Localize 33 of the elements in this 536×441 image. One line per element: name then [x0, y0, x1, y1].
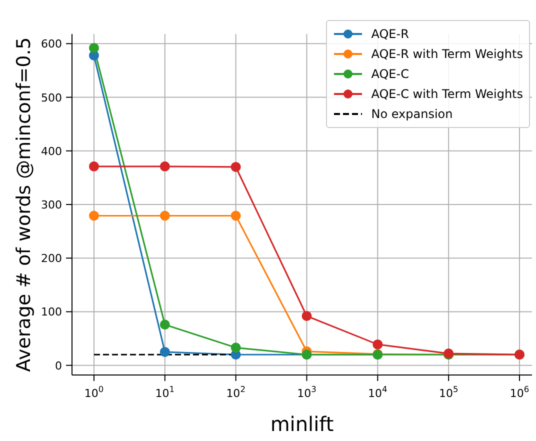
y-tick-label: 200	[41, 252, 62, 266]
point	[230, 210, 241, 221]
point	[160, 346, 170, 357]
legend-label: No expansion	[371, 107, 453, 121]
y-tick-label: 0	[55, 359, 62, 372]
y-tick-label: 300	[41, 198, 62, 212]
x-tick-label: 10$^{2}$	[226, 384, 246, 400]
y-tick-label: 100	[41, 306, 62, 319]
x-tick-label: 10$^{4}$	[368, 384, 388, 400]
y-tick-label: 500	[41, 91, 62, 104]
point	[160, 320, 170, 330]
point	[302, 311, 312, 322]
point	[372, 339, 383, 350]
point	[160, 210, 170, 221]
x-tick-label: 10$^{6}$	[510, 384, 530, 400]
x-tick-label: 10$^{3}$	[297, 384, 316, 400]
x-tick-label: 10$^{1}$	[155, 384, 175, 400]
y-tick-label: 600	[41, 38, 62, 51]
y-axis-title: Average # of words @minconf=0.5	[13, 37, 35, 372]
legend-label: AQE-C	[371, 67, 409, 81]
x-axis-title: minlift	[270, 412, 334, 436]
legend-label: AQE-R with Term Weights	[371, 47, 523, 61]
point	[88, 210, 99, 221]
point	[230, 162, 241, 172]
y-tick-label: 400	[41, 144, 62, 158]
point	[88, 161, 99, 172]
point	[160, 161, 170, 172]
point	[88, 42, 99, 53]
legend-label: AQE-C with Term Weights	[371, 87, 523, 101]
x-tick-label: 10$^{5}$	[438, 384, 458, 400]
point	[230, 342, 241, 353]
x-tick-label: 10$^{0}$	[84, 384, 104, 400]
legend-label: AQE-R	[371, 27, 409, 41]
